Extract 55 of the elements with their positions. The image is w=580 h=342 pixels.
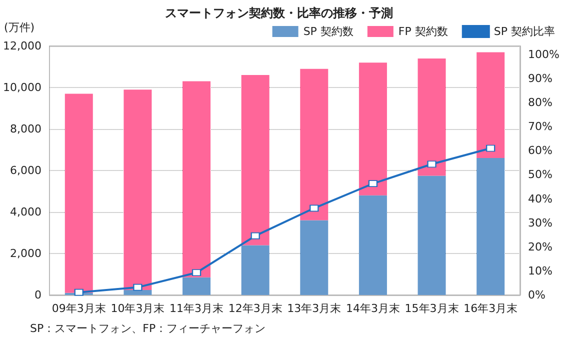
point — [192, 269, 202, 276]
y-tick-label: 8,000 — [10, 122, 42, 136]
y-tick-label: 0 — [34, 288, 42, 302]
text: SP：スマートフォン、FP：フィーチャーフォン — [30, 322, 266, 335]
bar — [241, 75, 270, 246]
y2-tick-label: 60% — [528, 144, 552, 158]
y2-tick-label: 10% — [528, 264, 552, 278]
bar — [64, 94, 93, 293]
point — [368, 180, 378, 188]
y2-tick-label: 30% — [528, 216, 552, 230]
bar — [358, 195, 387, 295]
bar — [418, 176, 446, 295]
y-tick-label: 2,000 — [10, 247, 42, 260]
x-tick-label: 11年3月末 — [170, 302, 224, 315]
chart-title: スマートフォン契約数・比率の推移・予測 — [165, 6, 393, 20]
point — [133, 284, 142, 291]
y2-tick-label: 100% — [528, 48, 560, 61]
y2-tick-label: 0% — [528, 288, 546, 302]
y2-tick-label: 20% — [528, 240, 552, 254]
x-tick-label: 12年3月末 — [228, 302, 282, 315]
bar — [476, 52, 505, 158]
x-tick-label: 09年3月末 — [52, 302, 106, 315]
bar — [358, 62, 387, 196]
y2-tick-label: 70% — [528, 120, 552, 134]
y2-tick-label: 50% — [528, 168, 552, 182]
y2-tick-label: 40% — [528, 192, 552, 206]
x-tick-label: 13年3月末 — [287, 302, 342, 315]
x-tick-label: 15年3月末 — [404, 302, 459, 315]
y-tick-label: 10,000 — [2, 81, 42, 94]
bar — [182, 277, 211, 295]
y-tick-label: 12,000 — [2, 40, 42, 52]
y-tick-label: 4,000 — [10, 206, 42, 218]
point — [427, 160, 436, 168]
x-tick-label: 14年3月末 — [346, 302, 400, 315]
y-axis-title: (万件) — [4, 21, 35, 34]
bar — [418, 58, 446, 176]
y2-tick-label: 80% — [528, 96, 552, 110]
bar — [476, 158, 505, 295]
bar — [300, 220, 328, 295]
point — [74, 288, 84, 296]
bar — [182, 81, 211, 278]
point — [486, 144, 496, 152]
bar — [124, 90, 152, 290]
legend-label: SP 契約比率 — [494, 25, 556, 38]
y-tick-label: 6,000 — [10, 164, 42, 177]
x-tick-label: 10年3月末 — [110, 302, 165, 315]
legend-label: FP 契約数 — [398, 25, 448, 38]
bar — [241, 245, 270, 295]
y2-tick-label: 90% — [528, 72, 552, 85]
bar — [124, 290, 152, 295]
bar — [300, 68, 328, 220]
point — [310, 204, 319, 212]
legend-label: SP 契約数 — [303, 25, 354, 38]
x-tick-label: 16年3月末 — [464, 302, 518, 315]
point — [250, 232, 260, 240]
